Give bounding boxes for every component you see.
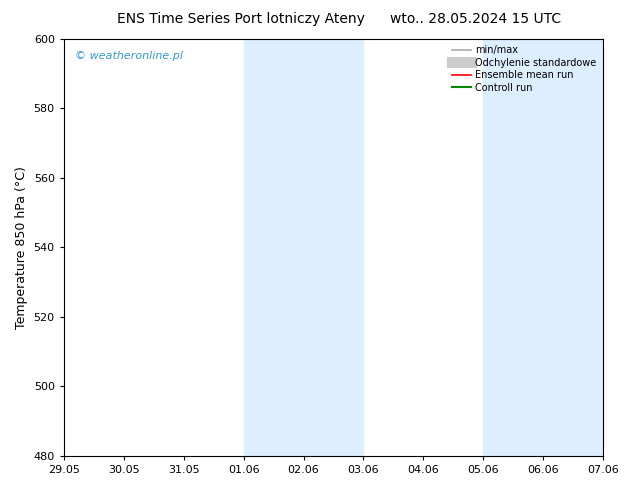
Bar bbox=[483, 39, 603, 456]
Text: wto.. 28.05.2024 15 UTC: wto.. 28.05.2024 15 UTC bbox=[390, 12, 561, 26]
Text: ENS Time Series Port lotniczy Ateny: ENS Time Series Port lotniczy Ateny bbox=[117, 12, 365, 26]
Bar bbox=[243, 39, 363, 456]
Legend: min/max, Odchylenie standardowe, Ensemble mean run, Controll run: min/max, Odchylenie standardowe, Ensembl… bbox=[450, 44, 598, 95]
Text: © weatheronline.pl: © weatheronline.pl bbox=[75, 51, 183, 61]
Y-axis label: Temperature 850 hPa (°C): Temperature 850 hPa (°C) bbox=[15, 166, 28, 329]
